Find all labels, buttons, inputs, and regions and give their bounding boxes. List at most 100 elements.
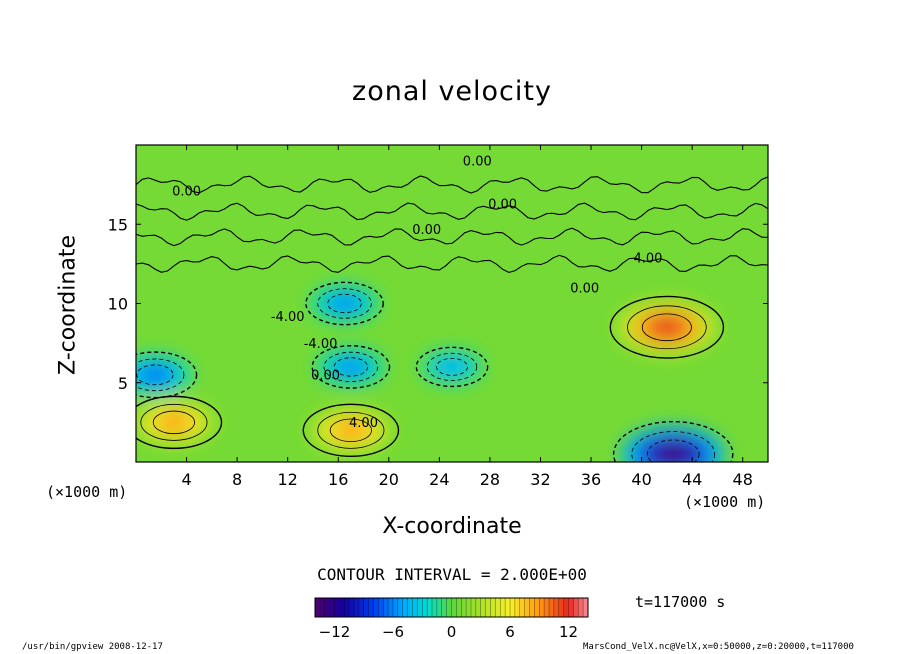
colorbar-cell — [378, 598, 384, 617]
time-label: t=117000 s — [635, 593, 726, 611]
colorbar-cell — [319, 598, 326, 617]
colorbar-cell — [510, 598, 516, 617]
colorbar-cell — [524, 598, 530, 617]
colorbar-cell — [349, 598, 355, 617]
colorbar-cell — [324, 598, 330, 617]
x-tick-label: 20 — [379, 470, 399, 489]
colorbar-cell — [558, 598, 564, 617]
contour-label: 0.00 — [463, 155, 492, 170]
contour-label: 0.00 — [311, 369, 340, 384]
contour-line — [317, 411, 385, 449]
colorbar-cell — [514, 598, 521, 617]
contour-line — [631, 431, 716, 462]
x-unit-right: (×1000 m) — [684, 493, 766, 511]
colorbar-cell — [383, 598, 389, 617]
velocity-feature-4 — [331, 296, 358, 311]
colorbar-tick-label: 6 — [505, 623, 515, 641]
contour-label: 4.00 — [349, 416, 378, 431]
contour-line — [612, 420, 734, 462]
colorbar-cell — [578, 598, 584, 617]
colorbar-cell — [505, 598, 511, 617]
y-tick-label: 5 — [118, 374, 128, 393]
colorbar-cell — [402, 598, 408, 617]
contour-label: 0.00 — [172, 185, 201, 200]
colorbar-cell — [339, 598, 345, 617]
colorbar-cell — [456, 598, 462, 617]
footer-right: MarsCond_VelX.nc@VelX,x=0:50000,z=0:2000… — [583, 642, 854, 652]
contour-label: 4.00 — [633, 251, 662, 266]
colorbar-cell — [412, 598, 418, 617]
contour-lines: 0.00 0.00 0.00 0.00 0.00 -4.00 -4.00 0.00 4.00 4.… — [136, 155, 768, 462]
contour-line — [136, 351, 198, 399]
colorbar-cell — [553, 598, 560, 617]
contour-line — [627, 305, 707, 350]
chart-title: zonal velocity — [352, 76, 552, 107]
contour-line — [311, 345, 391, 389]
contour-line — [415, 346, 489, 388]
contour-line — [641, 313, 692, 342]
colorbar-cell — [495, 598, 501, 617]
x-unit-left: (×1000 m) — [46, 483, 128, 501]
contour-line — [327, 293, 362, 314]
colorbar-cell — [422, 598, 428, 617]
colorbar-cell — [563, 598, 569, 617]
colorbar-cell — [549, 598, 555, 617]
colorbar-cell — [461, 598, 467, 617]
colorbar-tick-label: −6 — [382, 623, 404, 641]
colorbar-cell — [539, 598, 545, 617]
colorbar-cell — [436, 598, 443, 617]
x-tick-label: 44 — [682, 470, 702, 489]
contour-line — [323, 351, 379, 383]
colorbar-cell — [417, 598, 423, 617]
colorbar-cell — [363, 598, 369, 617]
colorbar-cell — [315, 598, 321, 617]
x-tick-label: 40 — [631, 470, 651, 489]
colorbar-cell — [466, 598, 472, 617]
contour-label: -4.00 — [271, 310, 305, 325]
x-tick-label: 16 — [328, 470, 348, 489]
colorbar-cell — [583, 598, 589, 617]
colorbar-cell — [544, 598, 550, 617]
x-tick-label: 32 — [530, 470, 550, 489]
colorbar-cell — [451, 598, 457, 617]
velocity-feature-7 — [439, 360, 465, 374]
colorbar-tick-label: 12 — [559, 623, 578, 641]
contour-label: 0.00 — [570, 281, 599, 296]
velocity-feature-0 — [647, 316, 687, 338]
colorbar-tick-label: −12 — [319, 623, 351, 641]
y-tick-label: 10 — [108, 295, 128, 314]
colorbar-cell — [573, 598, 579, 617]
zero-contour — [136, 202, 768, 221]
contour-line — [136, 358, 185, 392]
colorbar-cell — [393, 598, 399, 617]
contour-line — [329, 418, 372, 443]
colorbar-cell — [397, 598, 404, 617]
colorbar-cell — [329, 598, 335, 617]
x-axis-label: X-coordinate — [382, 514, 522, 539]
colorbar-cell — [534, 598, 540, 617]
x-tick-label: 28 — [480, 470, 500, 489]
colorbar-cell — [358, 598, 365, 617]
colorbar-cell — [427, 598, 433, 617]
colorbar-cell — [373, 598, 379, 617]
zero-contour — [136, 254, 768, 273]
contour-line — [136, 395, 223, 450]
x-tick-label: 12 — [278, 470, 298, 489]
contour-line — [609, 295, 725, 359]
colorbar-cell — [490, 598, 496, 617]
velocity-feature-5 — [337, 359, 365, 375]
zero-contour — [136, 227, 768, 247]
colorbar-frame — [314, 597, 589, 618]
contour-line — [302, 403, 400, 457]
velocity-feature-1 — [157, 413, 191, 432]
colorbar-cell — [446, 598, 452, 617]
colorbar-cell — [471, 598, 477, 617]
colorbar: −12 −6 0 6 12 — [314, 597, 589, 641]
footer-left: /usr/bin/gpview 2008-12-17 — [22, 642, 163, 652]
velocity-feature-2 — [334, 421, 368, 440]
contour-line — [426, 352, 478, 381]
contour-line — [140, 403, 208, 441]
colorbar-cell — [475, 598, 482, 617]
